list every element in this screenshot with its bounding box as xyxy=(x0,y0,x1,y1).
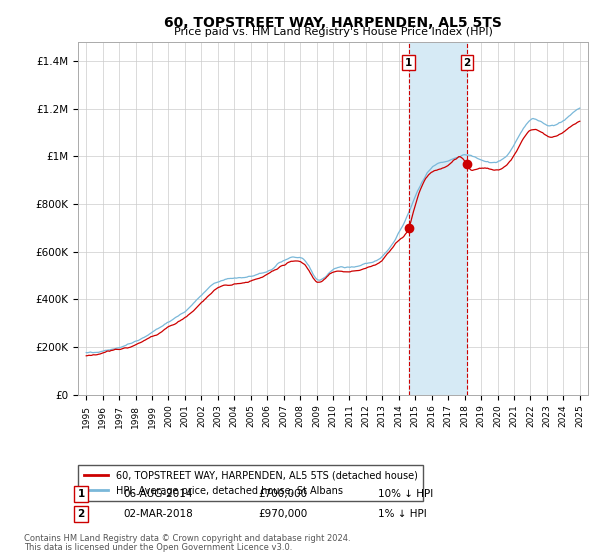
Text: Contains HM Land Registry data © Crown copyright and database right 2024.: Contains HM Land Registry data © Crown c… xyxy=(24,534,350,543)
Text: 1: 1 xyxy=(405,58,412,68)
Text: 1: 1 xyxy=(77,489,85,499)
Text: 60, TOPSTREET WAY, HARPENDEN, AL5 5TS: 60, TOPSTREET WAY, HARPENDEN, AL5 5TS xyxy=(164,16,502,30)
Text: 02-MAR-2018: 02-MAR-2018 xyxy=(123,509,193,519)
Text: 06-AUG-2014: 06-AUG-2014 xyxy=(123,489,193,499)
Text: 10% ↓ HPI: 10% ↓ HPI xyxy=(378,489,433,499)
Legend: 60, TOPSTREET WAY, HARPENDEN, AL5 5TS (detached house), HPI: Average price, deta: 60, TOPSTREET WAY, HARPENDEN, AL5 5TS (d… xyxy=(78,465,424,501)
Text: 1% ↓ HPI: 1% ↓ HPI xyxy=(378,509,427,519)
Text: Price paid vs. HM Land Registry's House Price Index (HPI): Price paid vs. HM Land Registry's House … xyxy=(173,27,493,37)
Text: £700,000: £700,000 xyxy=(258,489,307,499)
Bar xyxy=(409,42,467,395)
Text: £970,000: £970,000 xyxy=(258,509,307,519)
Text: 2: 2 xyxy=(77,509,85,519)
Text: This data is licensed under the Open Government Licence v3.0.: This data is licensed under the Open Gov… xyxy=(24,543,292,552)
Text: 2: 2 xyxy=(464,58,471,68)
